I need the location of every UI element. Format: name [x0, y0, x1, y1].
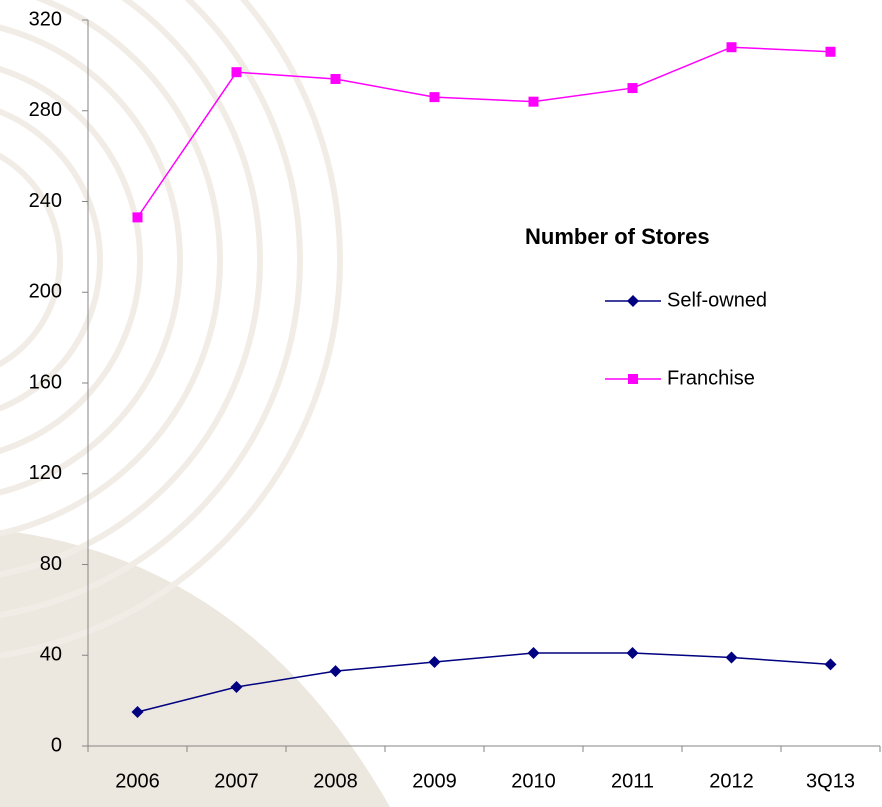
y-tick-label: 160 — [29, 371, 62, 393]
x-tick-label: 2010 — [511, 770, 556, 792]
marker — [428, 656, 441, 669]
x-tick-label: 2009 — [412, 770, 457, 792]
marker — [528, 96, 539, 107]
marker — [330, 73, 341, 84]
background-arcs — [0, 0, 343, 659]
y-tick-label: 280 — [29, 99, 62, 121]
series-line — [137, 652, 831, 713]
marker — [429, 92, 440, 103]
marker — [725, 651, 738, 664]
marker — [131, 705, 144, 718]
series-line — [136, 46, 831, 218]
y-tick-label: 240 — [29, 190, 62, 212]
marker — [626, 646, 639, 659]
marker — [824, 658, 837, 671]
x-tick-label: 2006 — [115, 770, 160, 792]
y-tick-label: 200 — [29, 281, 62, 303]
marker — [726, 42, 737, 53]
marker — [231, 67, 242, 78]
marker — [627, 83, 638, 94]
background — [0, 0, 390, 807]
marker — [132, 212, 143, 223]
marker — [825, 46, 836, 57]
marker — [230, 681, 243, 694]
x-tick-label: 2008 — [313, 770, 358, 792]
x-tick-label: 2011 — [611, 770, 654, 792]
y-tick-label: 120 — [29, 462, 62, 484]
marker — [527, 646, 540, 659]
legend-label: Self-owned — [667, 289, 767, 311]
y-tick-label: 0 — [51, 734, 62, 756]
x-tick-label: 2007 — [214, 770, 259, 792]
y-tick-label: 40 — [40, 644, 62, 666]
marker — [627, 295, 639, 307]
x-tick-label: 2012 — [709, 770, 754, 792]
marker — [329, 665, 342, 678]
legend-label: Franchise — [667, 367, 755, 389]
marker — [628, 374, 638, 384]
x-tick-label: 3Q13 — [806, 770, 855, 792]
y-tick-label: 320 — [29, 8, 62, 30]
y-tick-label: 80 — [40, 553, 62, 575]
background-shape — [0, 530, 390, 807]
legend-title: Number of Stores — [525, 224, 710, 249]
